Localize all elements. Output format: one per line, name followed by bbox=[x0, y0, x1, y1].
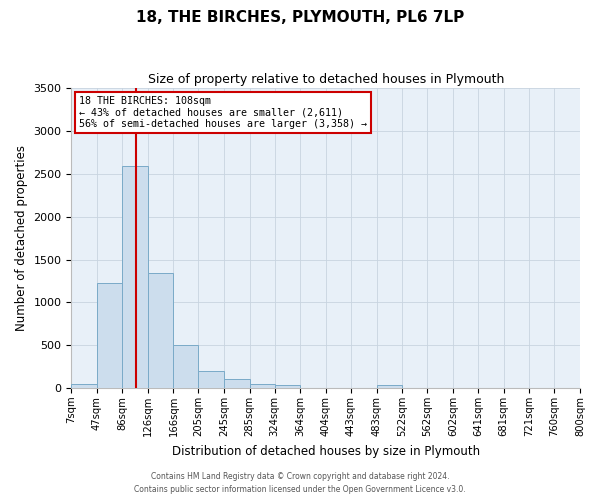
Y-axis label: Number of detached properties: Number of detached properties bbox=[15, 145, 28, 331]
Bar bbox=[71, 384, 97, 388]
Bar bbox=[148, 274, 173, 388]
X-axis label: Distribution of detached houses by size in Plymouth: Distribution of detached houses by size … bbox=[172, 444, 480, 458]
Bar bbox=[377, 385, 402, 388]
Bar bbox=[275, 385, 301, 388]
Text: 18 THE BIRCHES: 108sqm
← 43% of detached houses are smaller (2,611)
56% of semi-: 18 THE BIRCHES: 108sqm ← 43% of detached… bbox=[79, 96, 367, 129]
Text: 18, THE BIRCHES, PLYMOUTH, PL6 7LP: 18, THE BIRCHES, PLYMOUTH, PL6 7LP bbox=[136, 10, 464, 25]
Text: Contains HM Land Registry data © Crown copyright and database right 2024.
Contai: Contains HM Land Registry data © Crown c… bbox=[134, 472, 466, 494]
Bar bbox=[122, 166, 148, 388]
Bar bbox=[97, 282, 122, 388]
Bar bbox=[224, 378, 250, 388]
Title: Size of property relative to detached houses in Plymouth: Size of property relative to detached ho… bbox=[148, 72, 504, 86]
Bar bbox=[173, 346, 199, 388]
Bar bbox=[199, 371, 224, 388]
Bar bbox=[250, 384, 275, 388]
